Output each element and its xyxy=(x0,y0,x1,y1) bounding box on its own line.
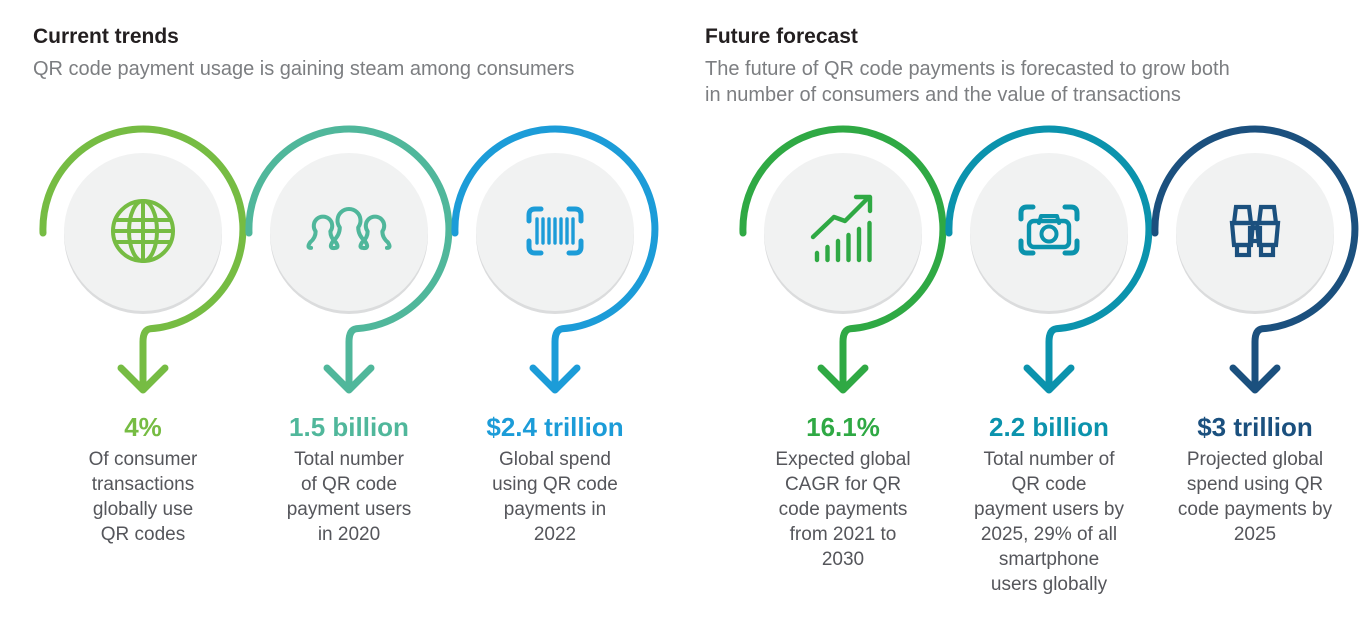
camera-scan-icon xyxy=(1018,204,1080,256)
stat-description: Total number of QR code payment users by… xyxy=(974,449,1124,595)
stat-description: Global spend using QR code payments in 2… xyxy=(492,449,618,545)
stat-cards-row: 4% Of consumer transactions globally use… xyxy=(33,119,1369,597)
disc xyxy=(270,153,428,311)
circle-arrow xyxy=(245,125,453,394)
stat-value: $3 trillion xyxy=(1197,412,1313,442)
stat-card-cagr-forecast: 16.1% Expected global CAGR for QR code p… xyxy=(733,119,953,572)
stat-description: Of consumer transactions globally use QR… xyxy=(88,449,198,545)
circle-arrow-graphic xyxy=(445,119,665,409)
stat-description: Total number of QR code payment users in… xyxy=(286,449,412,545)
circle-arrow xyxy=(1151,125,1359,394)
section-subtitle-current: QR code payment usage is gaining steam a… xyxy=(33,58,575,80)
stat-card-payment-users-2025: 2.2 billion Total number of QR code paym… xyxy=(939,119,1159,597)
binoculars-icon xyxy=(1229,204,1281,258)
circle-arrow-graphic xyxy=(239,119,459,409)
barcode-scan-icon xyxy=(526,206,584,256)
stat-value: $2.4 trillion xyxy=(486,412,624,442)
stat-value: 4% xyxy=(124,412,162,442)
section-headers: Current trends QR code payment usage is … xyxy=(0,0,1369,108)
disc xyxy=(764,153,922,311)
section-title-future: Future forecast xyxy=(705,25,858,48)
stat-value: 2.2 billion xyxy=(989,412,1109,442)
stat-card-payment-users-2020: 1.5 billion Total number of QR code paym… xyxy=(239,119,459,547)
circle-arrow xyxy=(451,125,659,394)
circle-arrow xyxy=(945,125,1153,394)
stat-description: Expected global CAGR for QR code payment… xyxy=(775,449,911,570)
stat-card-global-spend-2022: $2.4 trillion Global spend using QR code… xyxy=(445,119,665,547)
stat-description: Projected global spend using QR code pay… xyxy=(1177,449,1333,545)
disc xyxy=(970,153,1128,311)
disc xyxy=(1176,153,1334,311)
stat-card-consumer-transactions: 4% Of consumer transactions globally use… xyxy=(33,119,253,547)
circle-arrow-graphic xyxy=(939,119,1159,409)
globe-icon xyxy=(111,199,175,263)
section-title-current: Current trends xyxy=(33,25,179,48)
circle-arrow-graphic xyxy=(33,119,253,409)
section-header-current: Current trends QR code payment usage is … xyxy=(33,24,673,108)
section-subtitle-future: The future of QR code payments is foreca… xyxy=(705,58,1230,106)
stat-card-spend-2025: $3 trillion Projected global spend using… xyxy=(1145,119,1365,547)
stat-value: 1.5 billion xyxy=(289,412,409,442)
section-header-future: Future forecast The future of QR code pa… xyxy=(705,24,1265,108)
stat-value: 16.1% xyxy=(806,412,880,442)
circle-arrow xyxy=(739,125,947,394)
circle-arrow xyxy=(39,125,247,394)
people-icon xyxy=(306,207,392,251)
circle-arrow-graphic xyxy=(1145,119,1365,409)
circle-arrow-graphic xyxy=(733,119,953,409)
growth-chart-icon xyxy=(810,194,873,263)
